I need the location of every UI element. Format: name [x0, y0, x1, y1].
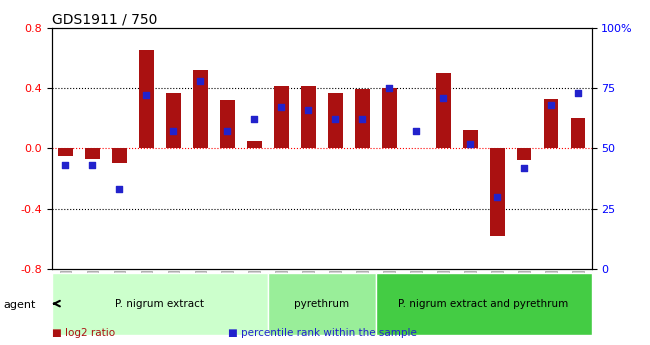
Point — [168, 129, 179, 134]
Point — [573, 90, 583, 96]
FancyBboxPatch shape — [376, 273, 592, 335]
Bar — [220, 100, 235, 148]
Point — [87, 162, 98, 168]
Bar — [166, 92, 181, 148]
Point — [492, 194, 502, 199]
Point — [465, 141, 475, 146]
Point — [330, 117, 341, 122]
Bar — [247, 141, 262, 148]
Text: agent: agent — [3, 300, 36, 310]
Point — [519, 165, 529, 170]
Text: pyrethrum: pyrethrum — [294, 299, 349, 308]
Bar — [193, 70, 208, 148]
Point — [141, 92, 151, 98]
Point — [195, 78, 205, 83]
Bar — [355, 89, 370, 148]
FancyBboxPatch shape — [52, 273, 268, 335]
Point — [357, 117, 367, 122]
Point — [60, 162, 71, 168]
Bar — [301, 87, 316, 148]
Point — [222, 129, 233, 134]
FancyBboxPatch shape — [268, 273, 376, 335]
Point — [546, 102, 556, 108]
Bar — [85, 148, 100, 159]
Text: P. nigrum extract: P. nigrum extract — [116, 299, 204, 308]
Text: P. nigrum extract and pyrethrum: P. nigrum extract and pyrethrum — [398, 299, 569, 308]
Bar — [463, 130, 478, 148]
Point — [411, 129, 421, 134]
Bar — [274, 87, 289, 148]
Bar — [489, 148, 504, 236]
Bar — [139, 50, 154, 148]
Text: ■ percentile rank within the sample: ■ percentile rank within the sample — [227, 328, 417, 338]
Text: GDS1911 / 750: GDS1911 / 750 — [52, 12, 157, 27]
Bar — [328, 92, 343, 148]
Bar — [436, 73, 450, 148]
Point — [114, 187, 125, 192]
Point — [249, 117, 259, 122]
Bar — [543, 99, 558, 148]
Bar — [571, 118, 586, 148]
Point — [303, 107, 313, 112]
Point — [384, 85, 395, 91]
Bar — [517, 148, 532, 160]
Point — [276, 105, 287, 110]
Point — [438, 95, 448, 100]
Bar — [112, 148, 127, 164]
Text: ■ log2 ratio: ■ log2 ratio — [52, 328, 115, 338]
Bar — [382, 88, 396, 148]
Bar — [58, 148, 73, 156]
